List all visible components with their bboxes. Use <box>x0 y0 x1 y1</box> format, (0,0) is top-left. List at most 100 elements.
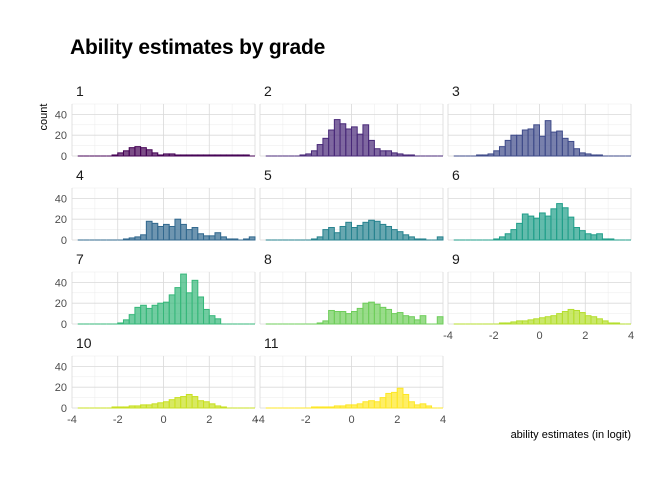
histogram-bar <box>117 322 124 325</box>
histogram-bar <box>539 212 546 241</box>
facet-panel-3: 3 <box>447 83 632 157</box>
histogram-bar <box>368 139 375 157</box>
histogram-bar <box>379 150 387 157</box>
histogram-bar <box>402 154 410 157</box>
histogram-bar <box>191 279 199 325</box>
histogram-bar <box>214 154 222 157</box>
histogram-bar <box>596 318 603 325</box>
histogram-bar <box>550 208 558 241</box>
histogram-bar <box>402 234 410 241</box>
histogram-bar <box>373 401 381 409</box>
y-tick-label: 20 <box>55 382 67 394</box>
histogram-bar <box>322 320 330 325</box>
histogram-bar <box>596 233 603 241</box>
histogram-bar <box>607 238 615 241</box>
y-tick-label: 40 <box>55 193 67 205</box>
y-tick-label: 40 <box>55 109 67 121</box>
x-tick-label: -4 <box>67 414 77 426</box>
x-tick-label: -4 <box>255 414 265 426</box>
histogram-bar <box>385 225 393 241</box>
histogram-bar <box>613 322 621 325</box>
histogram-bar <box>567 308 575 325</box>
facet-panel-11: 11 -4 -2 0 2 4 <box>255 335 446 426</box>
histogram-bar <box>510 229 518 241</box>
histogram-bar <box>356 133 364 157</box>
histogram-bar <box>220 406 227 409</box>
y-tick-label: 40 <box>55 277 67 289</box>
facet-panel-5: 5 <box>259 167 444 241</box>
histogram-bar <box>498 322 506 325</box>
histogram-bar <box>333 119 341 157</box>
histogram-bar <box>117 152 124 157</box>
histogram-bar <box>373 148 381 157</box>
histogram-bar <box>601 238 609 241</box>
x-tick-label: -4 <box>443 330 453 342</box>
histogram-bar <box>584 153 592 157</box>
histogram-bar <box>362 302 370 325</box>
histogram-bar <box>567 216 575 241</box>
histogram-bar <box>498 146 506 157</box>
histogram-bar <box>533 318 540 325</box>
histogram-bar <box>391 229 398 241</box>
histogram-bar <box>527 215 535 241</box>
facet-label: 3 <box>452 83 460 99</box>
chart-title: Ability estimates by grade <box>70 36 326 59</box>
histogram-bar <box>351 126 358 157</box>
histogram-bar <box>573 227 581 241</box>
histogram-bar <box>203 308 210 325</box>
histogram-bar <box>356 224 364 241</box>
histogram-bar <box>368 301 375 325</box>
facet-label: 9 <box>452 251 460 267</box>
histogram-bar <box>163 223 170 241</box>
histogram-bar <box>185 154 193 157</box>
facet-panel-1: 1 0 20 40 <box>55 83 256 163</box>
facet-label: 1 <box>76 83 84 99</box>
histogram-bar <box>328 129 335 157</box>
histogram-bar <box>476 154 483 157</box>
y-tick-label: 0 <box>61 319 67 331</box>
histogram-bar <box>220 154 227 157</box>
histogram-bar <box>111 406 119 409</box>
histogram-bar <box>191 227 199 241</box>
histogram-bar <box>516 134 523 157</box>
histogram-bar <box>590 316 598 325</box>
histogram-bar <box>231 154 239 157</box>
histogram-bar <box>220 236 227 241</box>
y-tick-label: 20 <box>55 298 67 310</box>
histogram-bar <box>379 223 387 241</box>
y-tick-label: 20 <box>55 130 67 142</box>
histogram-bar <box>214 232 222 241</box>
histogram-bar <box>351 227 358 241</box>
histogram-bar <box>214 318 222 325</box>
histogram-bar <box>339 123 347 157</box>
histogram-bar <box>328 406 335 409</box>
histogram-bar <box>556 313 563 325</box>
histogram-bar <box>122 319 130 325</box>
facet-label: 2 <box>264 83 272 99</box>
histogram-bar <box>510 134 518 157</box>
facet-label: 11 <box>264 335 279 351</box>
histogram-bar <box>561 137 569 157</box>
facet-panel-8: 8 <box>259 251 444 325</box>
facet-panel-2: 2 <box>259 83 444 157</box>
histogram-bar <box>145 404 153 409</box>
histogram-bar <box>203 401 210 409</box>
histogram-bar <box>168 153 176 157</box>
histogram-bar <box>151 304 159 325</box>
histogram-bar <box>168 225 176 241</box>
histogram-bar <box>316 322 324 325</box>
histogram-bar <box>396 153 404 157</box>
x-tick-label: 4 <box>252 414 258 426</box>
x-tick-label: 0 <box>160 414 166 426</box>
histogram-bar <box>316 144 324 157</box>
histogram-bar <box>385 150 393 157</box>
histogram-bar <box>408 154 415 157</box>
histogram-bar <box>413 319 421 325</box>
histogram-bar <box>322 137 330 157</box>
histogram-bar <box>436 316 444 325</box>
x-tick-label: -2 <box>113 414 123 426</box>
histogram-bar <box>197 233 205 241</box>
histogram-bar <box>168 294 176 325</box>
histogram-bar <box>351 404 358 409</box>
